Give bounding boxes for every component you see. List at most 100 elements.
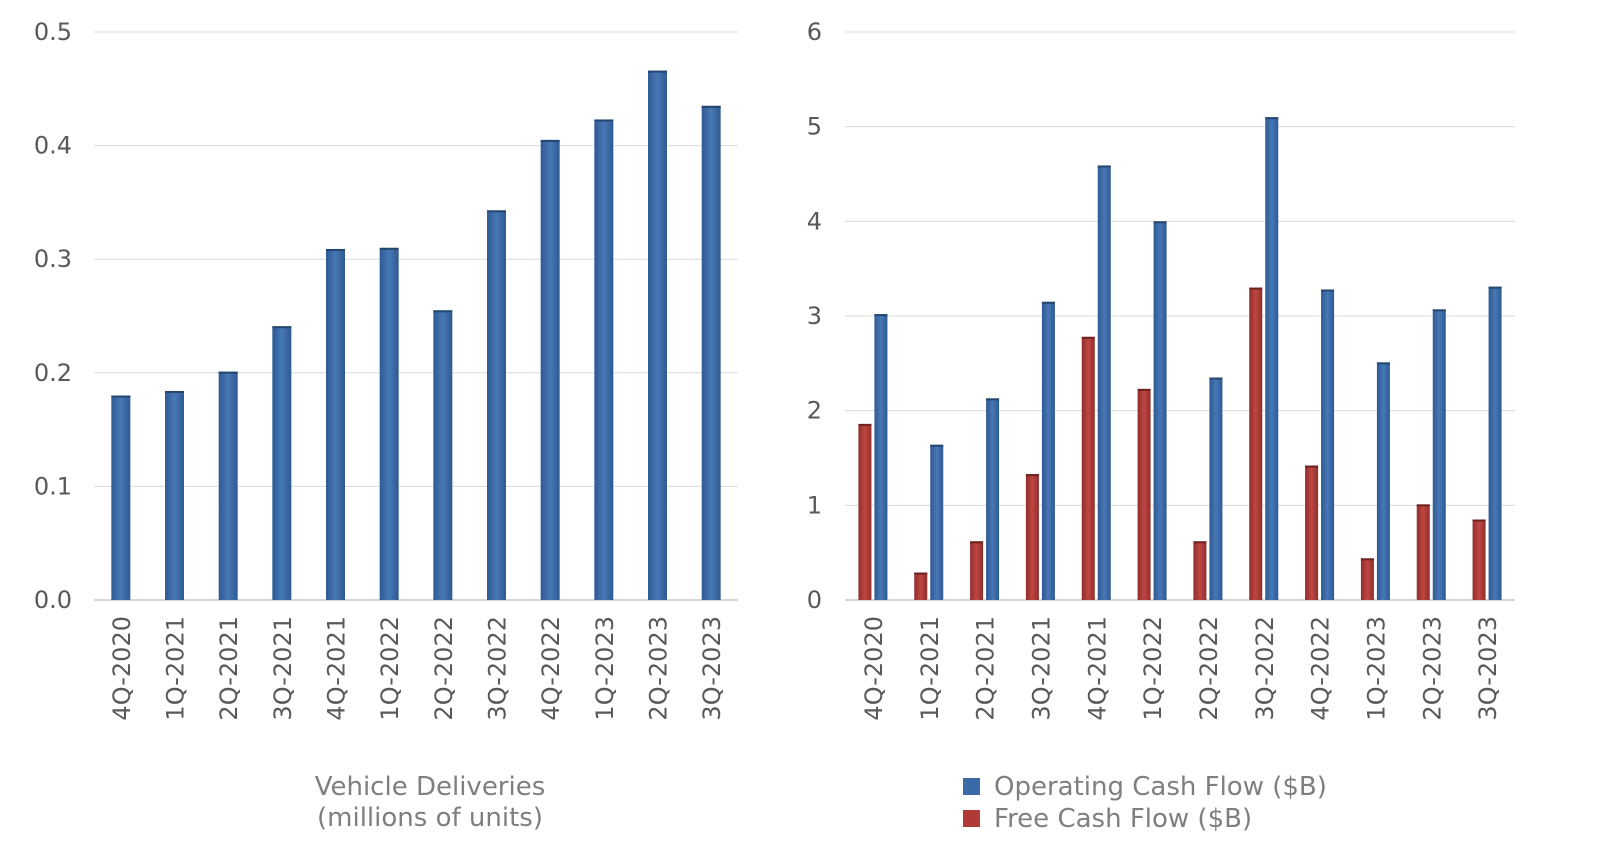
left-y-tick-label: 0.3 [34,245,72,273]
deliveries-bar-1q-2021 [165,390,184,600]
free-cash-flow-b-bar-cap-3q-2021 [1025,474,1039,477]
free-cash-flow-b-bar-cap-1q-2023 [1360,558,1374,561]
right-y-tick-label: 2 [807,397,822,425]
right-x-tick-label-4q-2022: 4Q-2022 [1307,616,1335,721]
left-x-tick-label-4q-2022: 4Q-2022 [537,616,565,721]
operating-cash-flow-b-bar-2q-2023 [1432,309,1446,600]
deliveries-bar-cap-2q-2022 [433,310,453,313]
free-cash-flow-b-bar-1q-2023 [1360,558,1374,600]
operating-cash-flow-b-bar-cap-1q-2022 [1153,221,1167,224]
deliveries-bar-cap-2q-2023 [648,70,667,73]
right-x-tick-label-1q-2022: 1Q-2022 [1139,616,1167,721]
operating-cash-flow-b-bar-2q-2021 [986,398,1000,600]
free-cash-flow-b-bar-cap-2q-2023 [1416,504,1430,507]
operating-cash-flow-b-bar-cap-2q-2021 [986,398,1000,401]
operating-cash-flow-b-bar-cap-2q-2022 [1209,377,1223,380]
operating-cash-flow-b-bar-4q-2020 [874,314,888,600]
free-cash-flow-b-bar-2q-2021 [970,541,984,600]
free-cash-flow-b-bar-cap-3q-2023 [1472,519,1486,522]
free-cash-flow-b-bar-cap-2q-2021 [970,541,984,544]
operating-cash-flow-b-bar-cap-2q-2023 [1432,309,1446,312]
deliveries-bar-1q-2023 [594,119,614,601]
deliveries-bar-4q-2020 [111,395,131,600]
free-cash-flow-b-bar-cap-4q-2020 [858,423,872,426]
left-y-tick-label: 0.1 [34,472,72,500]
free-cash-flow-b-bar-1q-2022 [1137,388,1151,600]
operating-cash-flow-b-bar-cap-1q-2021 [930,444,944,447]
operating-cash-flow-b-bar-4q-2021 [1097,165,1111,601]
deliveries-bar-cap-4q-2020 [111,395,131,398]
deliveries-bar-3q-2021 [272,326,292,600]
operating-cash-flow-b-bar-4q-2022 [1321,289,1335,600]
right-y-tick-label: 4 [807,207,822,235]
right-y-tick-label: 6 [807,18,822,46]
left-y-tick-label: 0.5 [34,18,72,46]
right-y-tick-label: 5 [807,113,822,141]
free-cash-flow-b-bar-3q-2022 [1249,287,1263,600]
right-x-tick-label-4q-2020: 4Q-2020 [860,616,888,721]
free-cash-flow-b-bar-cap-4q-2021 [1081,336,1095,339]
left-y-tick-label: 0.0 [34,586,72,614]
deliveries-bar-2q-2023 [648,70,667,600]
right-x-tick-label-2q-2021: 2Q-2021 [972,616,1000,721]
free-cash-flow-b-bar-4q-2021 [1081,336,1095,600]
deliveries-bar-cap-1q-2023 [594,119,614,122]
free-cash-flow-b-bar-4q-2020 [858,423,872,600]
left-x-tick-label-4q-2020: 4Q-2020 [108,616,136,721]
right-x-tick-label-1q-2021: 1Q-2021 [916,616,944,721]
left-x-tick-label-1q-2021: 1Q-2021 [162,616,190,721]
right-y-tick-label: 0 [807,586,822,614]
deliveries-bar-4q-2022 [540,139,560,601]
legend-label-free-cash-flow: Free Cash Flow ($B) [994,804,1252,834]
deliveries-bar-3q-2022 [487,210,506,601]
free-cash-flow-b-bar-1q-2021 [914,572,928,600]
left-x-tick-label-1q-2023: 1Q-2023 [591,616,619,721]
operating-cash-flow-b-bar-cap-4q-2020 [874,314,888,317]
operating-cash-flow-b-bar-cap-3q-2021 [1041,301,1055,304]
left-x-tick-label-2q-2022: 2Q-2022 [430,616,458,721]
operating-cash-flow-b-bar-3q-2023 [1488,286,1502,600]
free-cash-flow-b-bar-cap-1q-2021 [914,572,928,575]
right-x-tick-label-2q-2022: 2Q-2022 [1195,616,1223,721]
free-cash-flow-b-bar-2q-2022 [1193,541,1207,600]
right-x-tick-label-4q-2021: 4Q-2021 [1083,616,1111,721]
left-x-tick-label-3q-2022: 3Q-2022 [484,616,512,721]
operating-cash-flow-b-bar-3q-2022 [1265,117,1279,600]
right-x-tick-label-3q-2021: 3Q-2021 [1027,616,1055,721]
free-cash-flow-b-bar-4q-2022 [1305,465,1319,600]
right-y-tick-label: 1 [807,491,822,519]
deliveries-bar-cap-3q-2021 [272,326,292,329]
operating-cash-flow-b-bar-cap-4q-2022 [1321,289,1335,292]
operating-cash-flow-b-bar-2q-2022 [1209,377,1223,600]
deliveries-bar-cap-4q-2021 [326,248,345,251]
free-cash-flow-b-bar-cap-3q-2022 [1249,287,1263,290]
legend: Operating Cash Flow ($B) Free Cash Flow … [963,772,1327,834]
left-x-tick-label-1q-2022: 1Q-2022 [376,616,404,721]
free-cash-flow-b-bar-cap-1q-2022 [1137,388,1151,391]
right-x-tick-label-1q-2023: 1Q-2023 [1362,616,1390,721]
operating-cash-flow-b-bar-1q-2021 [930,444,944,600]
right-x-tick-label-3q-2023: 3Q-2023 [1474,616,1502,721]
deliveries-bar-2q-2022 [433,310,453,600]
operating-cash-flow-b-bar-3q-2021 [1041,301,1055,600]
legend-swatch-free-cash-flow [963,810,980,827]
free-cash-flow-b-bar-3q-2023 [1472,519,1486,600]
left-chart-caption-line1: Vehicle Deliveries [315,772,546,802]
deliveries-bar-2q-2021 [218,371,238,600]
right-y-tick-label: 3 [807,302,822,330]
operating-cash-flow-b-bar-cap-1q-2023 [1376,362,1390,365]
left-chart-caption-line2: (millions of units) [317,803,543,833]
operating-cash-flow-b-bar-cap-3q-2022 [1265,117,1279,120]
operating-cash-flow-b-bar-cap-4q-2021 [1097,165,1111,168]
right-x-tick-label-2q-2023: 2Q-2023 [1418,616,1446,721]
deliveries-bar-cap-1q-2022 [379,247,399,250]
right-x-tick-label-3q-2022: 3Q-2022 [1251,616,1279,721]
operating-cash-flow-b-bar-1q-2022 [1153,221,1167,601]
vehicle-deliveries-chart: 0.0 0.1 0.2 0.3 0.4 0.5 4Q-2020 1Q-2021 2Q-2021… [34,18,738,833]
free-cash-flow-b-bar-3q-2021 [1025,474,1039,600]
free-cash-flow-b-bar-cap-2q-2022 [1193,541,1207,544]
deliveries-bar-1q-2022 [379,247,399,600]
deliveries-bar-cap-4q-2022 [540,139,560,142]
